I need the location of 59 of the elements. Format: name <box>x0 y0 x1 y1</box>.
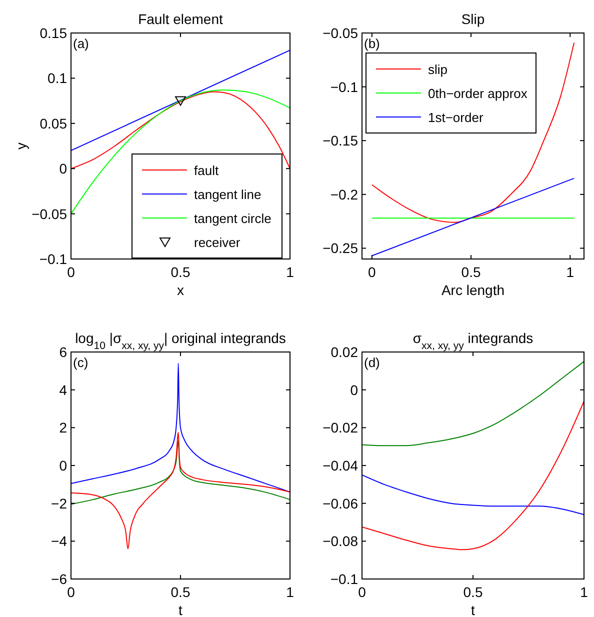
x-tick-label: 1 <box>286 264 294 280</box>
line-series <box>362 474 584 516</box>
y-tick-label: 0 <box>59 160 68 177</box>
x-tick-label: 0.5 <box>461 264 481 280</box>
annotation: (b) <box>364 36 380 51</box>
x-tick-label: 1 <box>286 584 294 600</box>
y-tick-label: −0.06 <box>322 495 358 512</box>
y-tick-label: 0.15 <box>40 25 68 41</box>
legend-label: tangent circle <box>194 211 272 226</box>
y-tick-label: −0.1 <box>330 78 358 95</box>
x-tick-label: 0.5 <box>170 264 190 280</box>
y-tick-label: −0.2 <box>330 186 358 202</box>
y-tick-label: −2 <box>51 495 68 512</box>
y-tick-label: −0.15 <box>322 132 358 149</box>
y-tick-label: −0.02 <box>322 420 358 436</box>
x-tick-label: 0.5 <box>170 584 190 600</box>
chart-title: Slip <box>461 11 485 27</box>
y-tick-label: 6 <box>59 344 68 360</box>
line-series <box>71 440 290 505</box>
x-tick-label: 1 <box>566 264 574 280</box>
y-tick-label: 2 <box>59 420 68 436</box>
y-tick-label: 0.05 <box>40 115 68 132</box>
x-axis-title: Arc length <box>441 282 505 298</box>
legend-label: tangent line <box>194 187 262 202</box>
y-tick-label: 4 <box>59 382 68 398</box>
y-tick-label: 0.02 <box>330 344 358 360</box>
line-series <box>71 432 290 550</box>
x-axis-title: t <box>471 602 476 617</box>
x-tick-label: 0.5 <box>463 584 483 600</box>
x-tick-label: 1 <box>580 584 588 600</box>
legend-label: receiver <box>194 235 241 250</box>
y-tick-label: −0.1 <box>330 571 358 587</box>
line-series <box>71 89 290 214</box>
annotation: (d) <box>364 355 380 370</box>
x-axis-title: x <box>177 282 184 298</box>
y-tick-label: −0.05 <box>32 206 68 222</box>
line-series <box>362 400 584 550</box>
y-tick-label: −0.05 <box>322 25 358 41</box>
chart-title: Fault element <box>138 11 224 27</box>
annotation: (a) <box>73 36 89 51</box>
x-axis-title: t <box>178 602 183 617</box>
y-tick-label: 0 <box>350 382 358 398</box>
y-tick-label: 0.1 <box>48 70 68 86</box>
chart-title: log$_{10}$ |σ$_{xx, xy, yy}$| original integrands <box>75 330 286 352</box>
y-tick-label: 0 <box>59 458 68 474</box>
y-tick-label: −0.25 <box>322 240 358 256</box>
y-tick-label: −4 <box>51 533 68 550</box>
y-tick-label: −6 <box>51 571 68 587</box>
legend-label: fault <box>194 163 219 178</box>
legend-label: 0th−order approx <box>428 86 528 101</box>
x-tick-label: 0 <box>368 264 376 280</box>
chart-title: σ$_{xx, xy, yy}$ integrands <box>412 330 534 352</box>
y-axis-title: y <box>13 142 29 150</box>
legend-label: 1st−order <box>428 110 484 125</box>
y-tick-label: −0.08 <box>322 533 358 550</box>
y-tick-label: −0.1 <box>39 251 68 267</box>
y-tick-label: −0.04 <box>322 458 358 474</box>
annotation: (c) <box>73 355 88 370</box>
legend-label: slip <box>428 62 448 77</box>
